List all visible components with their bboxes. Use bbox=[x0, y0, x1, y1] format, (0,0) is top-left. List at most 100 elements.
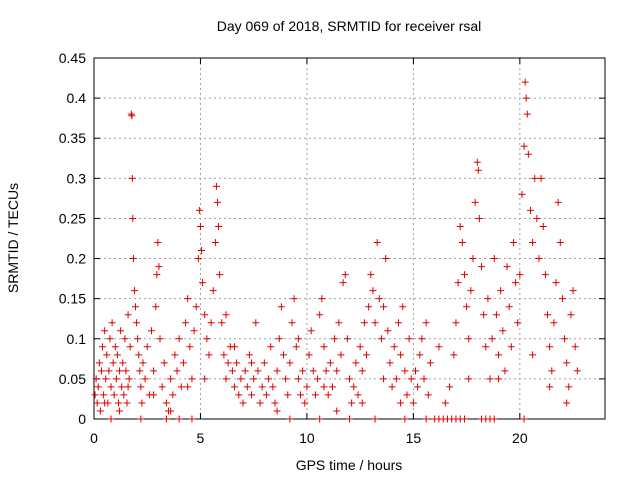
plot-frame bbox=[93, 57, 606, 420]
data-point bbox=[186, 343, 194, 351]
data-point bbox=[524, 150, 532, 158]
data-point bbox=[103, 351, 111, 359]
data-point bbox=[150, 391, 158, 399]
data-point bbox=[388, 383, 396, 391]
data-point bbox=[134, 335, 142, 343]
data-point bbox=[335, 319, 343, 327]
data-point bbox=[139, 359, 147, 367]
data-point bbox=[301, 399, 309, 407]
data-point bbox=[132, 303, 140, 311]
data-point bbox=[158, 383, 166, 391]
data-point bbox=[167, 375, 175, 383]
data-point bbox=[114, 399, 122, 407]
y-tick-label: 0.35 bbox=[59, 130, 86, 146]
data-point bbox=[573, 367, 581, 375]
data-point bbox=[558, 295, 566, 303]
data-point bbox=[520, 142, 528, 150]
y-tick-label: 0.3 bbox=[67, 170, 87, 186]
data-point bbox=[507, 343, 515, 351]
data-point bbox=[563, 399, 571, 407]
data-point bbox=[256, 399, 264, 407]
data-point bbox=[207, 319, 215, 327]
data-point bbox=[239, 399, 247, 407]
data-point bbox=[290, 295, 298, 303]
data-point bbox=[250, 375, 258, 383]
data-point bbox=[237, 375, 245, 383]
data-point bbox=[475, 214, 483, 222]
data-point bbox=[412, 367, 420, 375]
data-point bbox=[292, 343, 300, 351]
data-point bbox=[175, 335, 183, 343]
data-point bbox=[422, 415, 430, 423]
data-point bbox=[320, 383, 328, 391]
data-point bbox=[231, 383, 239, 391]
data-point bbox=[154, 239, 162, 247]
data-point bbox=[137, 383, 145, 391]
data-point bbox=[222, 375, 230, 383]
data-point bbox=[486, 375, 494, 383]
data-point bbox=[124, 383, 132, 391]
data-point bbox=[526, 206, 534, 214]
data-point bbox=[401, 415, 409, 423]
data-point bbox=[99, 343, 107, 351]
data-point bbox=[116, 367, 124, 375]
data-point bbox=[420, 375, 428, 383]
data-point bbox=[331, 335, 339, 343]
data-point bbox=[382, 255, 390, 263]
data-point bbox=[514, 319, 522, 327]
data-point bbox=[407, 375, 415, 383]
data-point bbox=[196, 222, 204, 230]
data-point bbox=[224, 359, 232, 367]
data-point bbox=[212, 182, 220, 190]
data-point bbox=[339, 279, 347, 287]
data-point bbox=[497, 287, 505, 295]
data-point bbox=[333, 367, 341, 375]
data-point bbox=[346, 375, 353, 383]
data-point bbox=[155, 263, 163, 271]
data-point bbox=[162, 415, 170, 423]
data-point bbox=[397, 351, 405, 359]
data-point bbox=[124, 311, 132, 319]
data-point bbox=[537, 174, 545, 182]
y-axis-ticks: 0 0.05 0.1 0.15 0.2 0.25 0.3 0.35 0.4 0.45 bbox=[59, 50, 605, 427]
data-point bbox=[473, 158, 481, 166]
data-point bbox=[211, 239, 219, 247]
data-point bbox=[492, 311, 500, 319]
data-point bbox=[386, 359, 394, 367]
data-point bbox=[484, 295, 492, 303]
data-point bbox=[95, 359, 103, 367]
data-point bbox=[119, 359, 127, 367]
data-point bbox=[377, 335, 385, 343]
data-point bbox=[567, 311, 575, 319]
data-point bbox=[215, 222, 223, 230]
data-point bbox=[245, 351, 253, 359]
data-point bbox=[316, 415, 324, 423]
data-point bbox=[122, 367, 130, 375]
data-point bbox=[94, 383, 102, 391]
data-point bbox=[111, 343, 119, 351]
data-point bbox=[305, 351, 313, 359]
data-point bbox=[571, 343, 579, 351]
data-point bbox=[352, 359, 360, 367]
data-point bbox=[460, 415, 468, 423]
data-points bbox=[91, 78, 581, 423]
data-point bbox=[369, 287, 377, 295]
data-point bbox=[271, 399, 279, 407]
data-point bbox=[184, 383, 192, 391]
data-point bbox=[205, 351, 213, 359]
data-point bbox=[409, 399, 417, 407]
data-point bbox=[128, 112, 136, 120]
data-point bbox=[516, 271, 524, 279]
data-point bbox=[267, 343, 275, 351]
data-point bbox=[460, 271, 468, 279]
data-point bbox=[117, 327, 125, 335]
data-point bbox=[120, 391, 128, 399]
data-point bbox=[392, 375, 400, 383]
data-point bbox=[125, 375, 133, 383]
data-point bbox=[554, 198, 562, 206]
data-point bbox=[93, 399, 101, 407]
data-point bbox=[414, 383, 422, 391]
y-tick-label: 0.15 bbox=[59, 291, 86, 307]
data-point bbox=[318, 295, 326, 303]
data-point bbox=[384, 327, 392, 335]
